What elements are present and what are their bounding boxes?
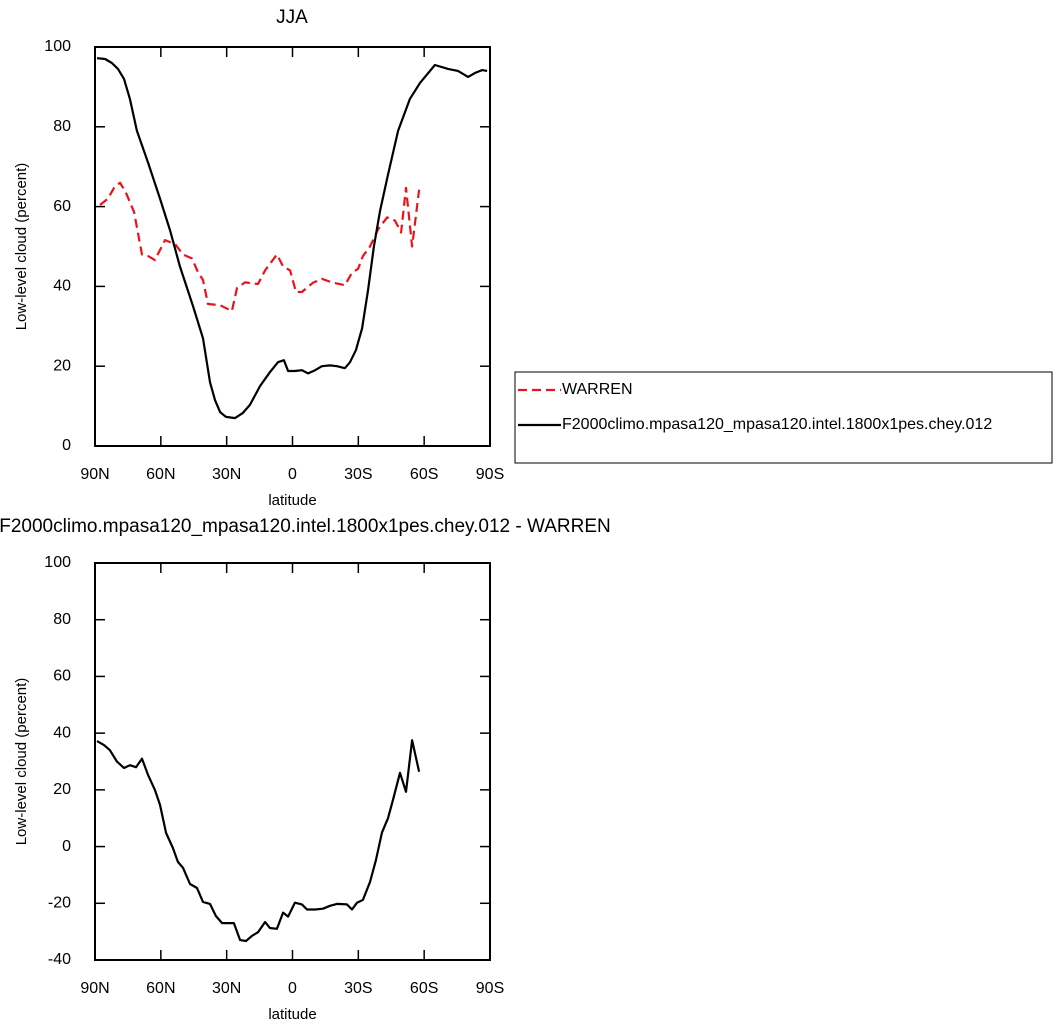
data-line: [96, 739, 421, 943]
legend-label: F2000climo.mpasa120_mpasa120.intel.1800x…: [562, 416, 992, 433]
x-tick-label: 0: [288, 466, 297, 483]
x-tick-label: 90S: [476, 466, 504, 483]
chart-title: F2000climo.mpasa120_mpasa120.intel.1800x…: [0, 516, 611, 537]
data-line: [96, 57, 488, 420]
legend-box: [514, 371, 1053, 464]
y-tick-label: 60: [53, 668, 71, 685]
x-tick-label: 30N: [212, 980, 241, 997]
plot-frame: [94, 46, 491, 447]
y-tick-label: 40: [53, 724, 71, 741]
y-axis-label: Low-level cloud (percent): [13, 678, 30, 846]
x-tick-label: 30N: [212, 466, 241, 483]
x-axis-label: latitude: [268, 492, 316, 509]
x-tick-label: 30S: [344, 466, 372, 483]
y-tick-label: 0: [62, 838, 71, 855]
x-tick-label: 60S: [410, 980, 438, 997]
chart-title: JJA: [276, 7, 308, 28]
plot-frame: [94, 562, 491, 961]
x-tick-label: 90N: [80, 980, 109, 997]
y-tick-label: 80: [53, 611, 71, 628]
x-tick-label: 0: [288, 980, 297, 997]
x-tick-label: 90S: [476, 980, 504, 997]
x-tick-label: 60N: [146, 466, 175, 483]
y-tick-label: 100: [44, 38, 71, 55]
data-line: [99, 181, 421, 313]
y-tick-label: -20: [48, 895, 71, 912]
y-tick-label: 40: [53, 278, 71, 295]
x-tick-label: 90N: [80, 466, 109, 483]
y-tick-label: 20: [53, 357, 71, 374]
y-tick-label: 0: [62, 437, 71, 454]
y-tick-label: 20: [53, 781, 71, 798]
x-axis-label: latitude: [268, 1006, 316, 1023]
legend-label: WARREN: [562, 381, 633, 398]
y-tick-label: 100: [44, 554, 71, 571]
y-tick-label: 60: [53, 198, 71, 215]
y-axis-label: Low-level cloud (percent): [13, 163, 30, 331]
x-tick-label: 30S: [344, 980, 372, 997]
y-tick-label: -40: [48, 951, 71, 968]
x-tick-label: 60S: [410, 466, 438, 483]
x-tick-label: 60N: [146, 980, 175, 997]
y-tick-label: 80: [53, 118, 71, 135]
